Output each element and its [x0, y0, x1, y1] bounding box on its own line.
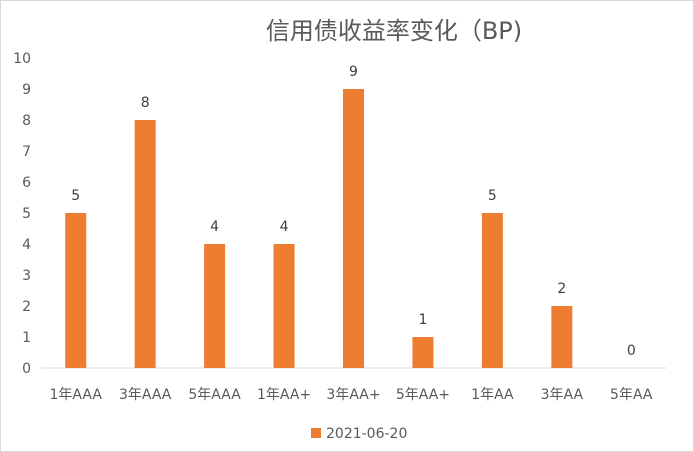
- bar: [134, 120, 156, 368]
- bar: [343, 89, 364, 368]
- y-tick-label: 3: [22, 268, 31, 284]
- y-axis: 0 1 2 3 4 5 6 7 8 9 10: [13, 51, 31, 377]
- x-axis: 1年AAA 3年AAA 5年AAA 1年AA+ 3年AA+ 5年AA+ 1年AA 3年AA 5年…: [41, 367, 666, 403]
- bar-series: [65, 89, 573, 368]
- legend-label: 2021-06-20: [326, 426, 407, 442]
- bar: [412, 337, 434, 368]
- y-tick-label: 6: [22, 175, 31, 191]
- x-category-label: 3年AA+: [326, 387, 380, 403]
- bar: [273, 244, 295, 368]
- x-category-label: 5年AA+: [396, 387, 450, 403]
- bar: [551, 306, 573, 368]
- x-category-label: 1年AAA: [50, 387, 103, 403]
- y-tick-label: 10: [13, 51, 31, 67]
- y-tick-label: 7: [22, 144, 31, 160]
- x-category-label: 3年AA: [541, 387, 584, 403]
- x-category-label: 1年AA+: [257, 387, 311, 403]
- bar-value-label: 0: [627, 343, 636, 359]
- x-category-label: 5年AA: [610, 387, 653, 403]
- y-tick-label: 1: [22, 330, 31, 346]
- bar-value-label: 1: [418, 312, 427, 328]
- bar-value-label: 4: [210, 219, 219, 235]
- bar: [65, 213, 87, 368]
- bar: [204, 244, 226, 368]
- legend-swatch: [311, 428, 321, 438]
- x-category-label: 1年AA: [471, 387, 514, 403]
- x-category-label: 3年AAA: [119, 387, 172, 403]
- bar: [481, 213, 503, 368]
- x-category-label: 5年AAA: [188, 387, 241, 403]
- y-tick-label: 2: [22, 299, 31, 315]
- y-tick-label: 4: [22, 237, 31, 253]
- bar-value-label: 2: [557, 281, 566, 297]
- data-labels: 5 8 4 4 9 1 5 2 0: [71, 64, 635, 359]
- y-tick-label: 8: [22, 113, 31, 129]
- y-tick-label: 5: [22, 206, 31, 222]
- bar-value-label: 5: [71, 188, 80, 204]
- bar-value-label: 9: [349, 64, 358, 80]
- legend: 2021-06-20: [311, 426, 407, 442]
- y-tick-label: 9: [22, 82, 31, 98]
- bar-value-label: 4: [280, 219, 289, 235]
- bar-value-label: 8: [141, 95, 150, 111]
- chart-title: 信用债收益率变化（BP): [266, 17, 522, 45]
- y-tick-label: 0: [22, 361, 31, 377]
- bar-value-label: 5: [488, 188, 497, 204]
